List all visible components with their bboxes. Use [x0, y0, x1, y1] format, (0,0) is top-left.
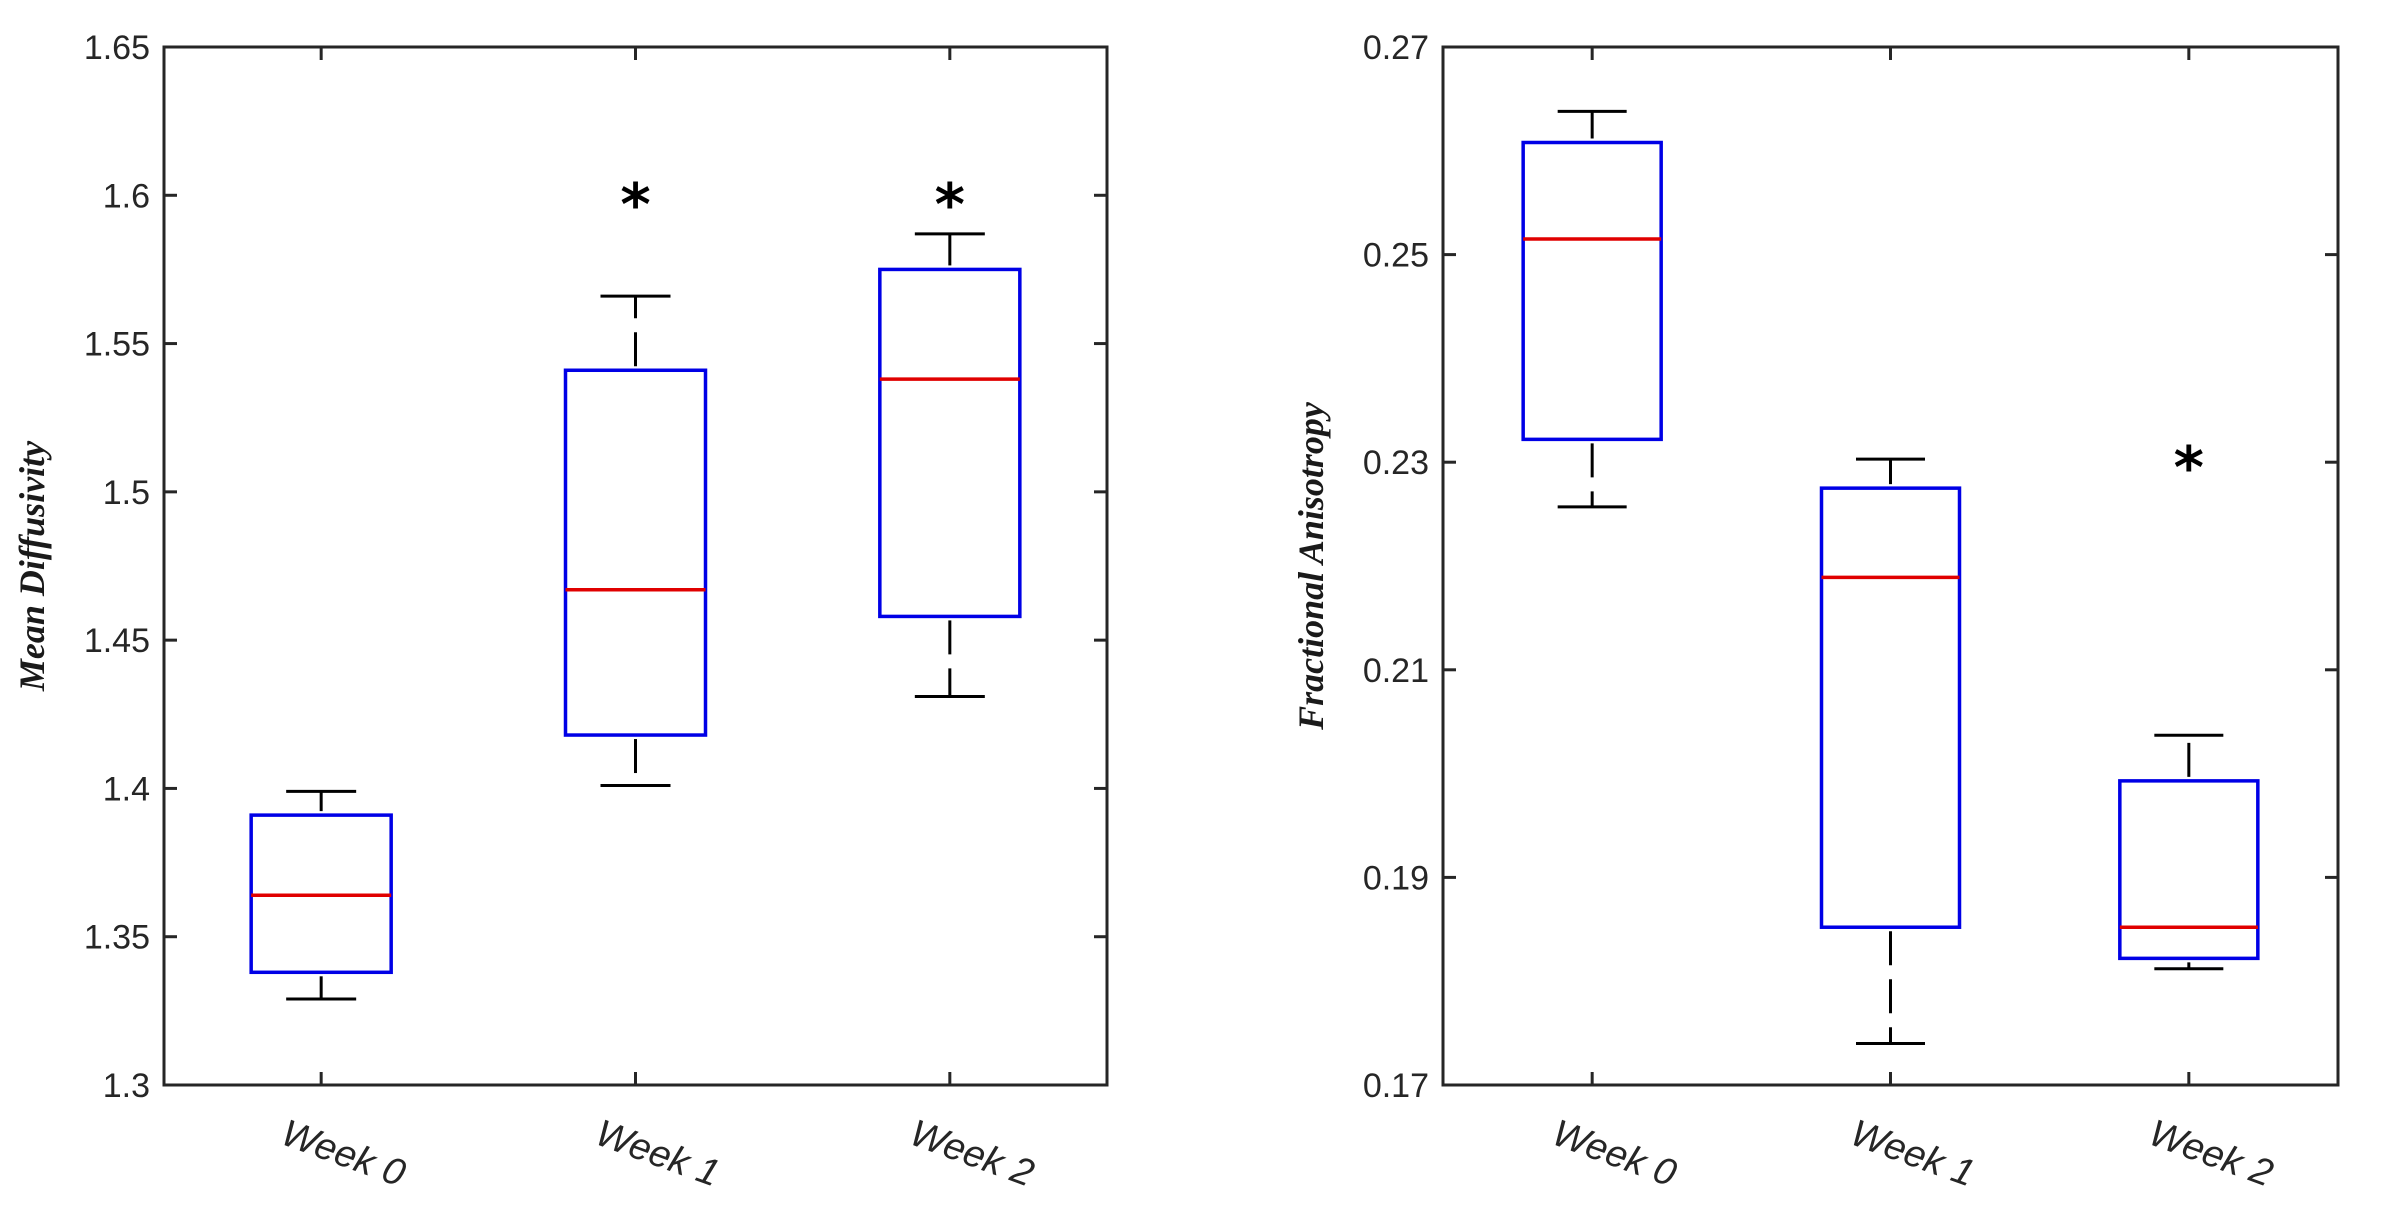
interquartile-box [2118, 779, 2260, 961]
x-category-label: Week 0 [276, 1112, 411, 1195]
y-tick-label: 0.19 [1363, 859, 1429, 897]
y-axis-label: Mean Diffusivity [12, 440, 52, 692]
mean-diffusivity-chart: 1.3 1.35 1.4 1.45 1.5 1.55 1.6 1.65 Week 0 Week 1… [12, 29, 1109, 1195]
box-week-0 [1521, 109, 1663, 509]
y-tick-label: 0.23 [1363, 444, 1429, 482]
interquartile-box [1521, 140, 1663, 442]
box-week-2: * [2118, 434, 2260, 971]
y-tick-label: 0.27 [1363, 29, 1429, 67]
x-category-label: Week 2 [905, 1112, 1040, 1195]
significance-marker: * [935, 170, 965, 238]
y-tick-label: 1.4 [103, 770, 150, 808]
y-tick-label: 0.25 [1363, 237, 1429, 275]
x-category-label: Week 2 [2144, 1112, 2279, 1195]
x-category-label: Week 0 [1547, 1112, 1682, 1195]
fractional-anisotropy-chart: 0.17 0.19 0.21 0.23 0.25 0.27 Week 0 Week 1 Week… [1291, 29, 2340, 1195]
interquartile-box [878, 267, 1022, 619]
box-week-1 [1819, 457, 1962, 1045]
significance-marker: * [2174, 434, 2204, 502]
y-tick-label: 0.17 [1363, 1067, 1429, 1105]
y-tick-label: 1.65 [84, 29, 150, 67]
y-tick-label: 1.6 [103, 177, 150, 215]
y-axis-label: Fractional Anisotropy [1291, 401, 1331, 731]
interquartile-box [1819, 486, 1962, 929]
interquartile-box [563, 368, 708, 737]
box-week-0 [249, 789, 393, 1001]
y-tick-label: 0.21 [1363, 652, 1429, 690]
x-category-label: Week 1 [1845, 1112, 1980, 1195]
plot-frame [1441, 45, 2340, 1087]
x-category-label: Week 1 [590, 1112, 725, 1195]
y-tick-label: 1.45 [84, 622, 150, 660]
y-tick-label: 1.35 [84, 919, 150, 957]
y-tick-label: 1.5 [103, 474, 150, 512]
y-tick-label: 1.3 [103, 1067, 150, 1105]
y-tick-label: 1.55 [84, 326, 150, 364]
significance-marker: * [620, 170, 650, 238]
box-week-2: * [878, 170, 1022, 698]
box-week-1: * [563, 170, 708, 787]
